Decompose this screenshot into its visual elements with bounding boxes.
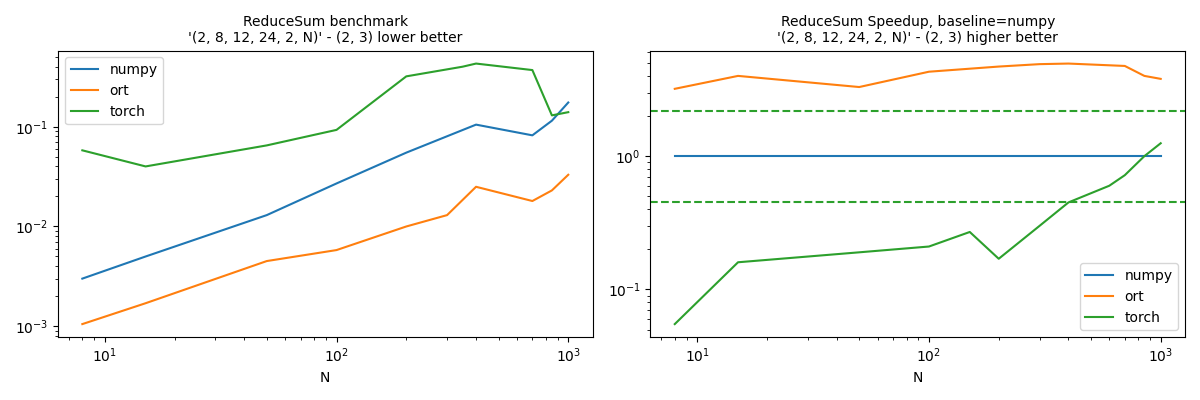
- ort: [1138, 74, 1152, 78]
- numpy: [400, 150, 414, 155]
- torch: [1102, 183, 1116, 188]
- numpy: [329, 181, 343, 186]
- X-axis label: N: N: [320, 371, 330, 385]
- ort: [76, 322, 90, 326]
- numpy: [1153, 154, 1168, 158]
- ort: [1032, 62, 1046, 66]
- torch: [526, 68, 540, 72]
- torch: [259, 143, 274, 148]
- ort: [329, 248, 343, 252]
- torch: [469, 61, 484, 66]
- torch: [1032, 224, 1046, 228]
- ort: [259, 259, 274, 264]
- Title: ReduceSum Speedup, baseline=numpy
'(2, 8, 12, 24, 2, N)' - (2, 3) higher better: ReduceSum Speedup, baseline=numpy '(2, 8…: [778, 15, 1058, 45]
- torch: [991, 256, 1006, 261]
- Line: ort: ort: [83, 175, 569, 324]
- Line: torch: torch: [674, 143, 1160, 324]
- numpy: [259, 213, 274, 218]
- torch: [76, 148, 90, 153]
- numpy: [545, 118, 559, 123]
- torch: [400, 74, 414, 79]
- ort: [1061, 61, 1075, 66]
- ort: [852, 85, 866, 90]
- Line: numpy: numpy: [83, 102, 569, 279]
- torch: [456, 64, 470, 69]
- numpy: [469, 122, 484, 127]
- torch: [329, 128, 343, 132]
- torch: [1061, 200, 1075, 205]
- ort: [440, 213, 455, 218]
- ort: [922, 69, 936, 74]
- Legend: numpy, ort, torch: numpy, ort, torch: [1080, 263, 1178, 330]
- ort: [400, 224, 414, 229]
- Legend: numpy, ort, torch: numpy, ort, torch: [65, 58, 163, 124]
- ort: [562, 172, 576, 177]
- numpy: [138, 254, 152, 259]
- numpy: [526, 133, 540, 138]
- Line: torch: torch: [83, 64, 569, 166]
- ort: [991, 64, 1006, 69]
- torch: [922, 244, 936, 249]
- ort: [469, 184, 484, 189]
- torch: [1117, 173, 1132, 178]
- torch: [962, 230, 977, 234]
- numpy: [76, 276, 90, 281]
- ort: [1153, 76, 1168, 81]
- X-axis label: N: N: [912, 371, 923, 385]
- torch: [731, 260, 745, 265]
- torch: [138, 164, 152, 169]
- numpy: [562, 100, 576, 105]
- torch: [667, 322, 682, 326]
- ort: [667, 86, 682, 91]
- ort: [138, 301, 152, 306]
- ort: [545, 188, 559, 193]
- torch: [545, 113, 559, 118]
- ort: [526, 199, 540, 204]
- torch: [562, 110, 576, 114]
- torch: [1153, 141, 1168, 146]
- torch: [1138, 154, 1152, 158]
- ort: [1117, 64, 1132, 68]
- Line: ort: ort: [674, 64, 1160, 89]
- Title: ReduceSum benchmark
'(2, 8, 12, 24, 2, N)' - (2, 3) lower better: ReduceSum benchmark '(2, 8, 12, 24, 2, N…: [188, 15, 462, 45]
- torch: [852, 250, 866, 255]
- numpy: [667, 154, 682, 158]
- ort: [731, 74, 745, 78]
